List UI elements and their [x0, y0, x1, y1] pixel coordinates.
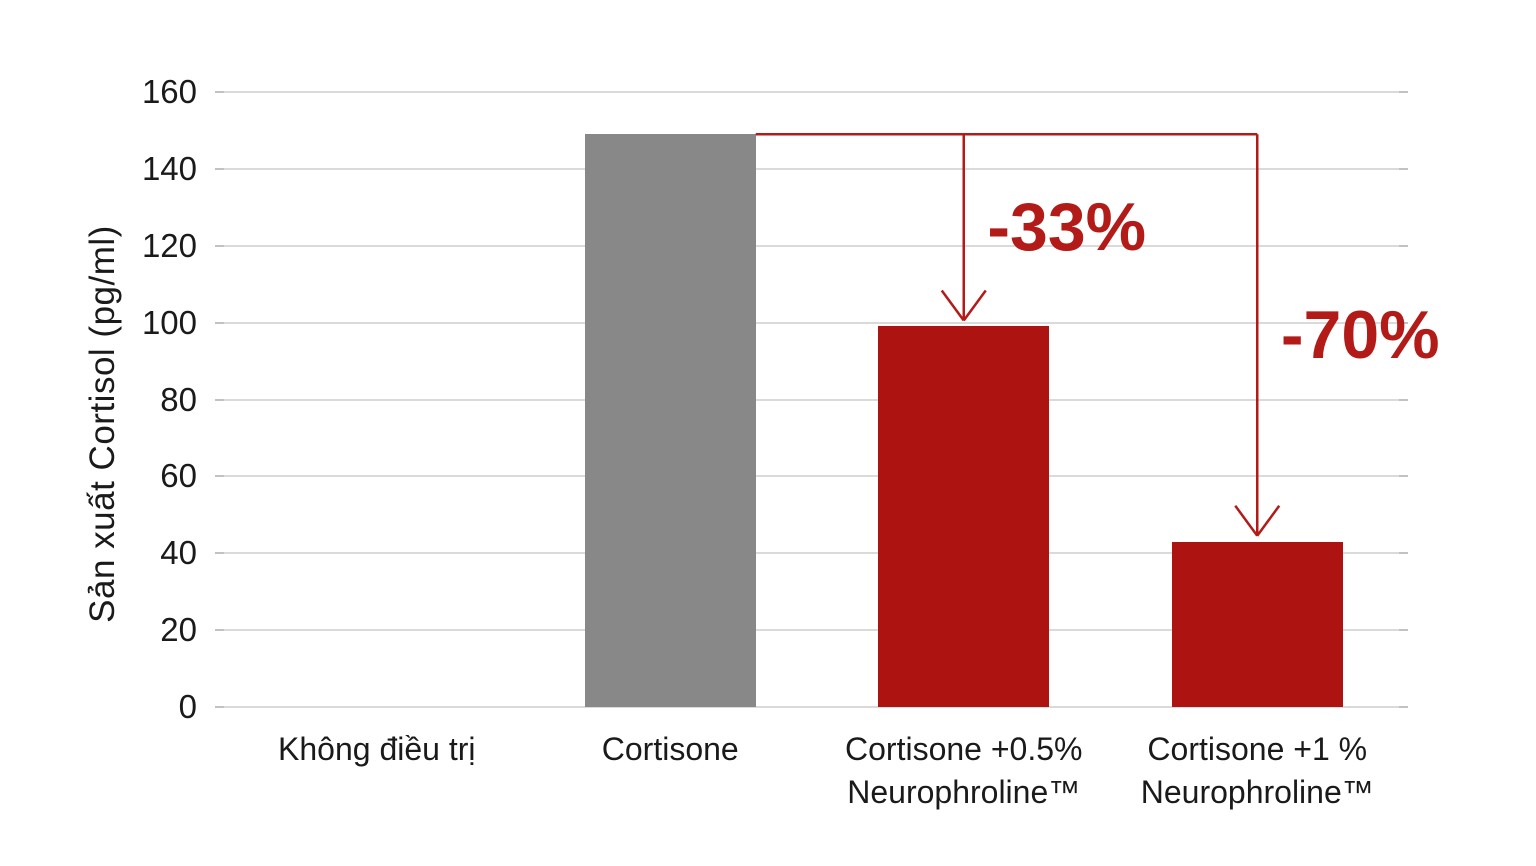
gridline-left-tick: [215, 167, 224, 170]
gridline-100: [224, 321, 1399, 324]
bar-2: [878, 326, 1050, 707]
annotation-arrowhead-right: [962, 289, 987, 322]
annotation-label-1: -70%: [1280, 297, 1440, 373]
gridline-160: [224, 91, 1399, 93]
bar-3: [1171, 541, 1343, 707]
y-tick-label-120: 120: [141, 226, 197, 264]
y-tick-label-20: 20: [160, 611, 197, 649]
gridline-left-tick: [215, 552, 224, 555]
gridline-left-tick: [215, 91, 224, 93]
gridline-120: [224, 244, 1399, 247]
gridline-right-tick: [1399, 91, 1408, 93]
x-category-label-line: Không điều trị: [278, 731, 476, 767]
x-category-label-1: Cortisone: [602, 728, 739, 771]
x-category-label-0: Không điều trị: [278, 728, 475, 771]
gridline-left-tick: [215, 244, 224, 247]
gridline-right-tick: [1399, 629, 1408, 632]
annotation-arrowhead-right: [1256, 504, 1281, 537]
gridline-20: [224, 629, 1399, 632]
y-tick-label-80: 80: [160, 380, 197, 418]
x-category-label-line: Neurophroline™: [847, 774, 1081, 810]
y-tick-label-140: 140: [141, 149, 197, 187]
x-category-label-2: Cortisone +0.5% Neurophroline™: [845, 728, 1082, 814]
y-tick-label-40: 40: [160, 534, 197, 572]
gridline-right-tick: [1399, 552, 1408, 555]
x-category-label-line: Cortisone +1 %: [1147, 731, 1368, 767]
y-tick-label-100: 100: [141, 303, 197, 341]
gridline-left-tick: [215, 398, 224, 401]
x-category-label-line: Neurophroline™: [1140, 774, 1374, 810]
gridline-0: [224, 706, 1399, 708]
gridline-right-tick: [1399, 167, 1408, 170]
gridline-right-tick: [1399, 321, 1408, 324]
gridline-80: [224, 398, 1399, 401]
gridline-left-tick: [215, 706, 224, 708]
gridline-left-tick: [215, 629, 224, 632]
x-category-label-line: Cortisone: [601, 731, 739, 767]
y-tick-label-60: 60: [160, 457, 197, 495]
gridline-right-tick: [1399, 706, 1408, 708]
gridline-left-tick: [215, 475, 224, 478]
gridline-40: [224, 552, 1399, 555]
annotation-arrowhead-left: [940, 289, 965, 322]
x-category-label-3: Cortisone +1 % Neurophroline™: [1141, 728, 1374, 814]
x-category-label-line: Cortisone +0.5%: [845, 731, 1083, 767]
gridline-right-tick: [1399, 244, 1408, 247]
gridline-140: [224, 167, 1399, 170]
y-tick-label-0: 0: [178, 688, 197, 725]
y-tick-label-160: 160: [141, 73, 197, 110]
gridline-60: [224, 475, 1399, 478]
gridline-left-tick: [215, 321, 224, 324]
bar-1: [584, 134, 756, 707]
annotation-label-0: -33%: [987, 189, 1147, 266]
gridline-right-tick: [1399, 475, 1408, 478]
annotation-arrowhead-left: [1234, 504, 1259, 537]
gridline-right-tick: [1399, 398, 1408, 401]
